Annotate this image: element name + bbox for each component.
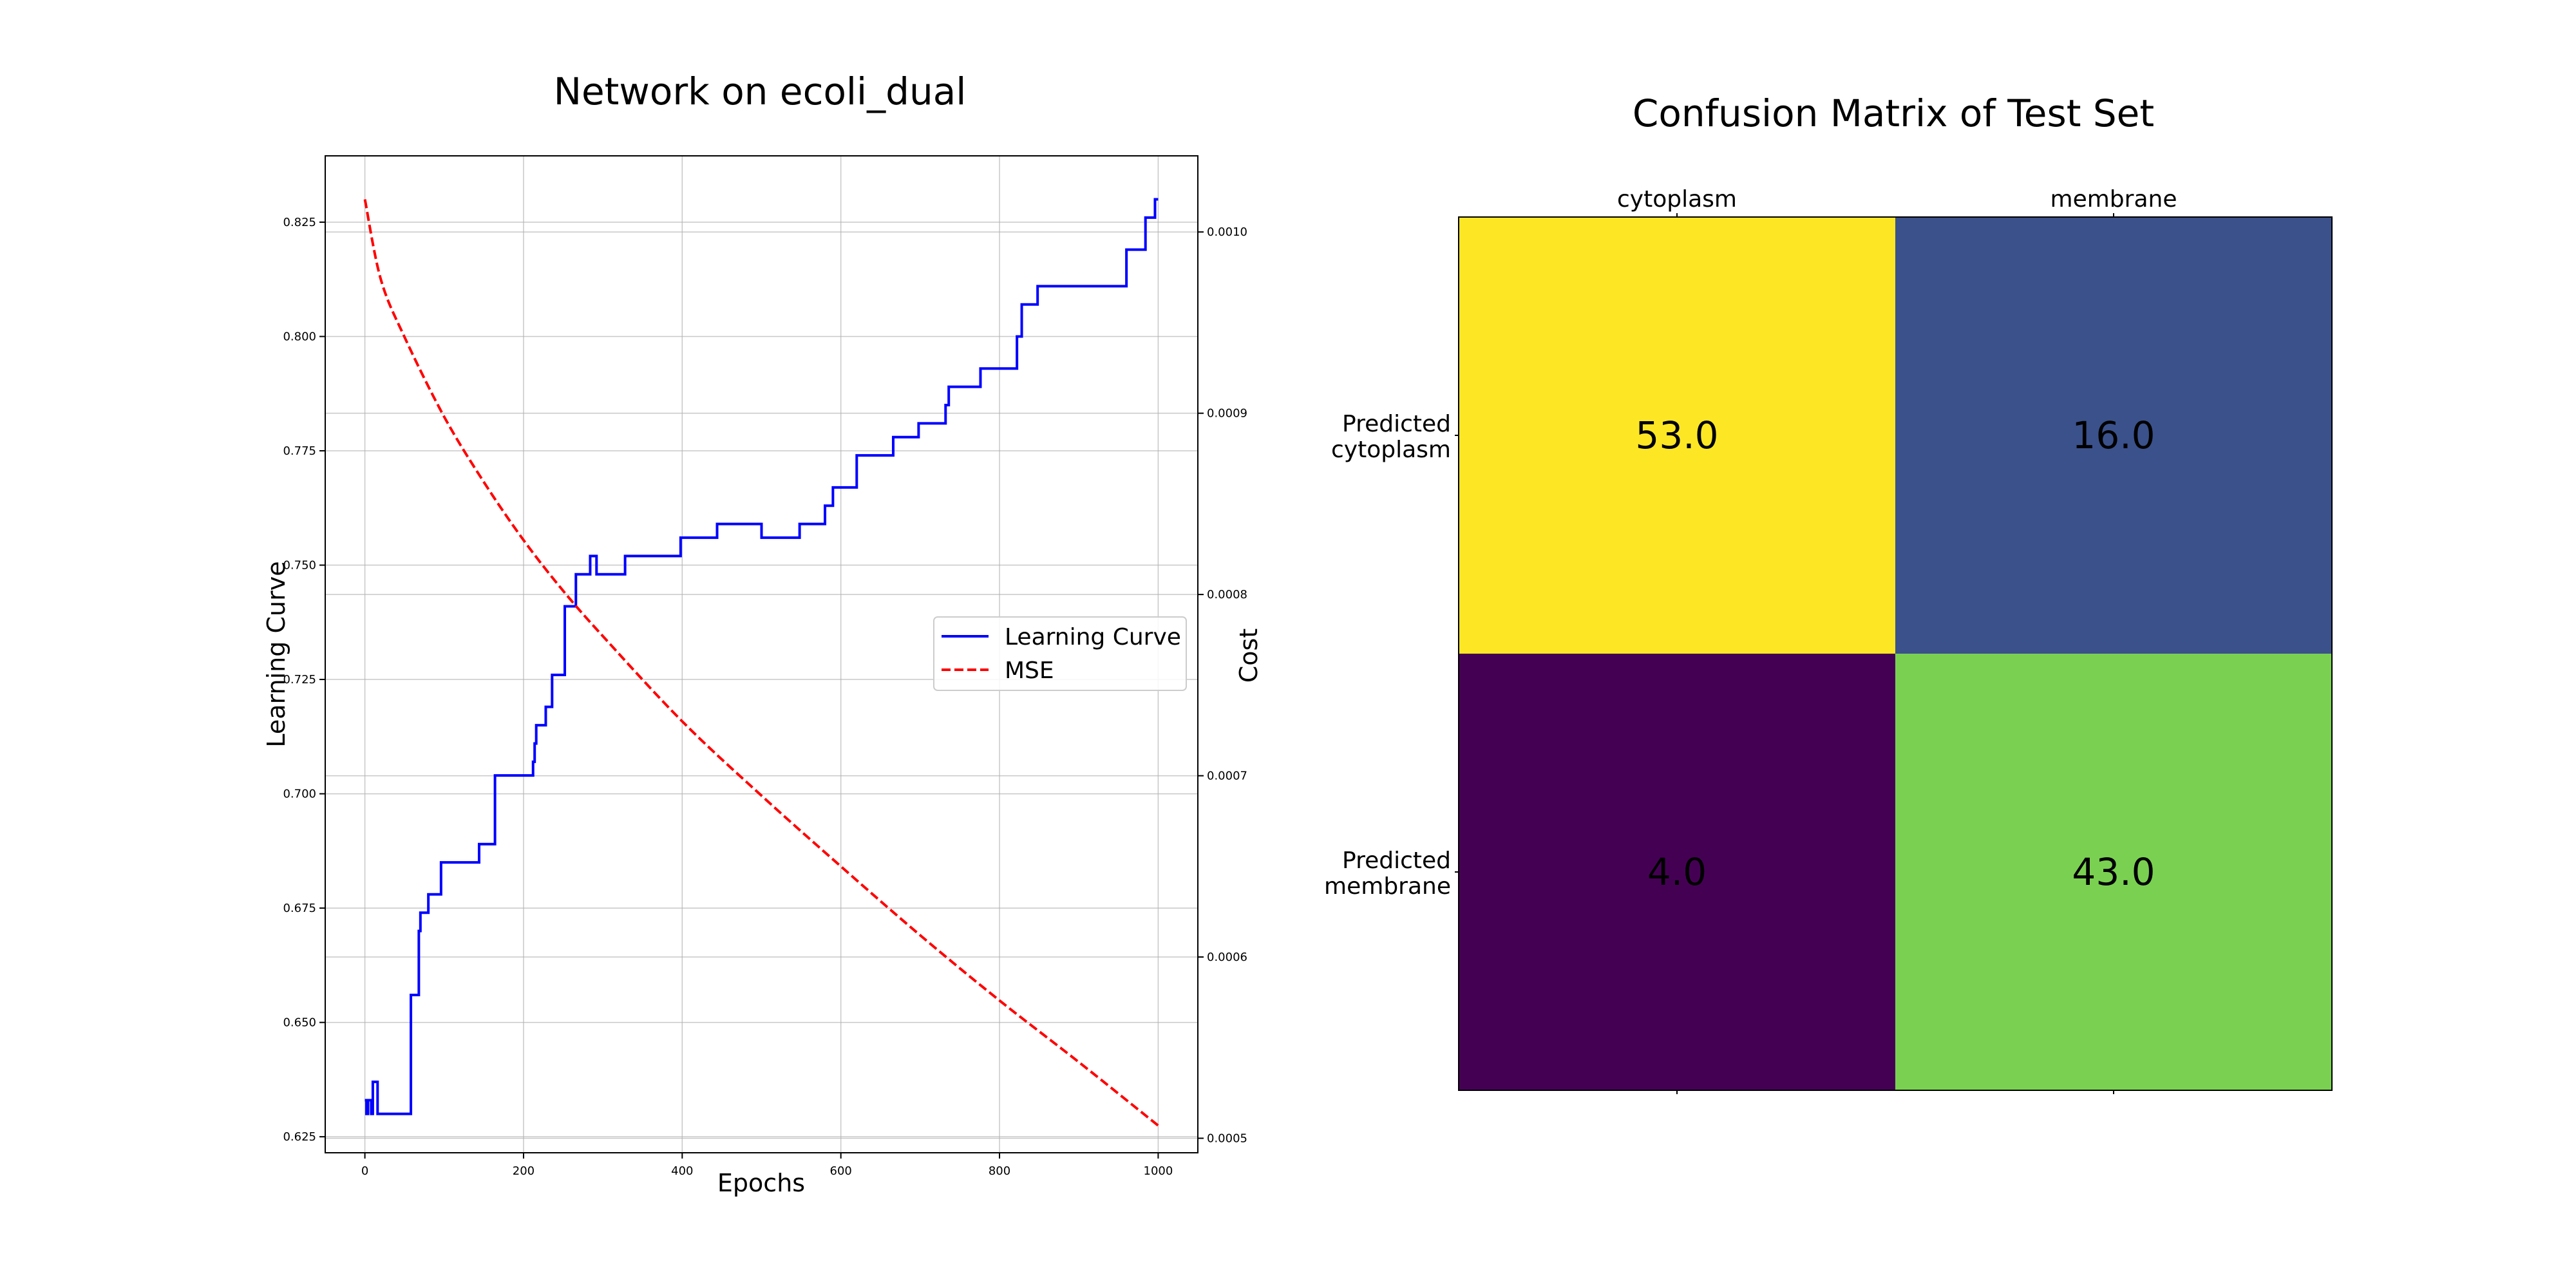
y-axis-label: Learning Curve <box>262 561 290 747</box>
series-lines <box>363 198 1159 1127</box>
x-tick-label: 0 <box>361 1164 368 1178</box>
x-axis-label: Epochs <box>717 1169 805 1197</box>
column-label: cytoplasm <box>1617 186 1737 213</box>
y-tick-label: 0.650 <box>283 1016 316 1030</box>
x-tick-label: 600 <box>830 1164 852 1178</box>
x-tick-label: 400 <box>671 1164 693 1178</box>
y2-tick-label: 0.0006 <box>1207 951 1247 964</box>
series-line-learning-curve <box>365 198 1159 1115</box>
series-line-mse <box>363 199 1159 1127</box>
matrix-frame <box>1458 216 2333 1091</box>
y2-tick-label: 0.0010 <box>1207 225 1247 239</box>
y2-tick-label: 0.0009 <box>1207 407 1247 421</box>
row-label: Predicted cytoplasm <box>1331 411 1451 463</box>
y-tick-label: 0.825 <box>283 216 316 229</box>
y2-tick-label: 0.0005 <box>1207 1132 1247 1145</box>
plot-frame <box>325 155 1198 1153</box>
cell-value: 16.0 <box>2072 413 2155 457</box>
column-label: membrane <box>2050 186 2177 213</box>
y-tick-label: 0.625 <box>283 1130 316 1144</box>
x-axis-ticks: 0 200 400 600 800 1000 <box>361 1153 1173 1178</box>
matrix-cell <box>1459 217 1895 654</box>
row-labels: Predicted cytoplasm Predicted membrane <box>1324 411 1459 900</box>
chart-title: Confusion Matrix of Test Set <box>1633 91 2154 135</box>
cell-value: 43.0 <box>2072 850 2155 894</box>
y2-tick-label: 0.0007 <box>1207 770 1247 783</box>
legend-label-learning-curve: Learning Curve <box>1005 624 1181 650</box>
legend: Learning Curve MSE <box>933 616 1187 691</box>
y-tick-label: 0.800 <box>283 330 316 343</box>
matrix-cell <box>1895 654 2332 1090</box>
legend-box <box>933 616 1187 691</box>
y-axis-ticks: 0.625 0.650 0.675 0.700 0.725 0.750 0.775 0.800… <box>283 216 325 1144</box>
matrix-cell <box>1895 217 2332 654</box>
y-tick-label: 0.700 <box>283 788 316 801</box>
legend-label-mse: MSE <box>1005 658 1054 684</box>
learning-curve-chart: Network on ecoli_dual 0 200 400 600 800 1000 … <box>262 70 1263 1197</box>
y-tick-label: 0.725 <box>283 673 316 687</box>
matrix-cell <box>1459 654 1895 1090</box>
x-tick-label: 200 <box>513 1164 535 1178</box>
x-tick-label: 800 <box>989 1164 1010 1178</box>
x-tick-label: 1000 <box>1144 1164 1173 1178</box>
confusion-matrix-chart: Confusion Matrix of Test Set cytoplasm me… <box>1324 91 2333 1094</box>
chart-title: Network on ecoli_dual <box>554 70 967 113</box>
y-tick-label: 0.750 <box>283 559 316 573</box>
cell-value: 4.0 <box>1647 850 1707 894</box>
cell-values: 53.0 16.0 4.0 43.0 <box>1635 413 2155 894</box>
y-tick-label: 0.675 <box>283 902 316 915</box>
y-tick-label: 0.775 <box>283 444 316 458</box>
y2-tick-label: 0.0008 <box>1207 588 1247 601</box>
column-labels: cytoplasm membrane <box>1617 186 2177 1094</box>
row-label: Predicted membrane <box>1324 848 1451 900</box>
cell-value: 53.0 <box>1635 413 1718 457</box>
matrix-cells <box>1459 217 2332 1090</box>
y2-axis-ticks: 0.0005 0.0006 0.0007 0.0008 0.0009 0.0010 <box>1198 225 1247 1145</box>
y2-axis-label: Cost <box>1235 629 1263 683</box>
